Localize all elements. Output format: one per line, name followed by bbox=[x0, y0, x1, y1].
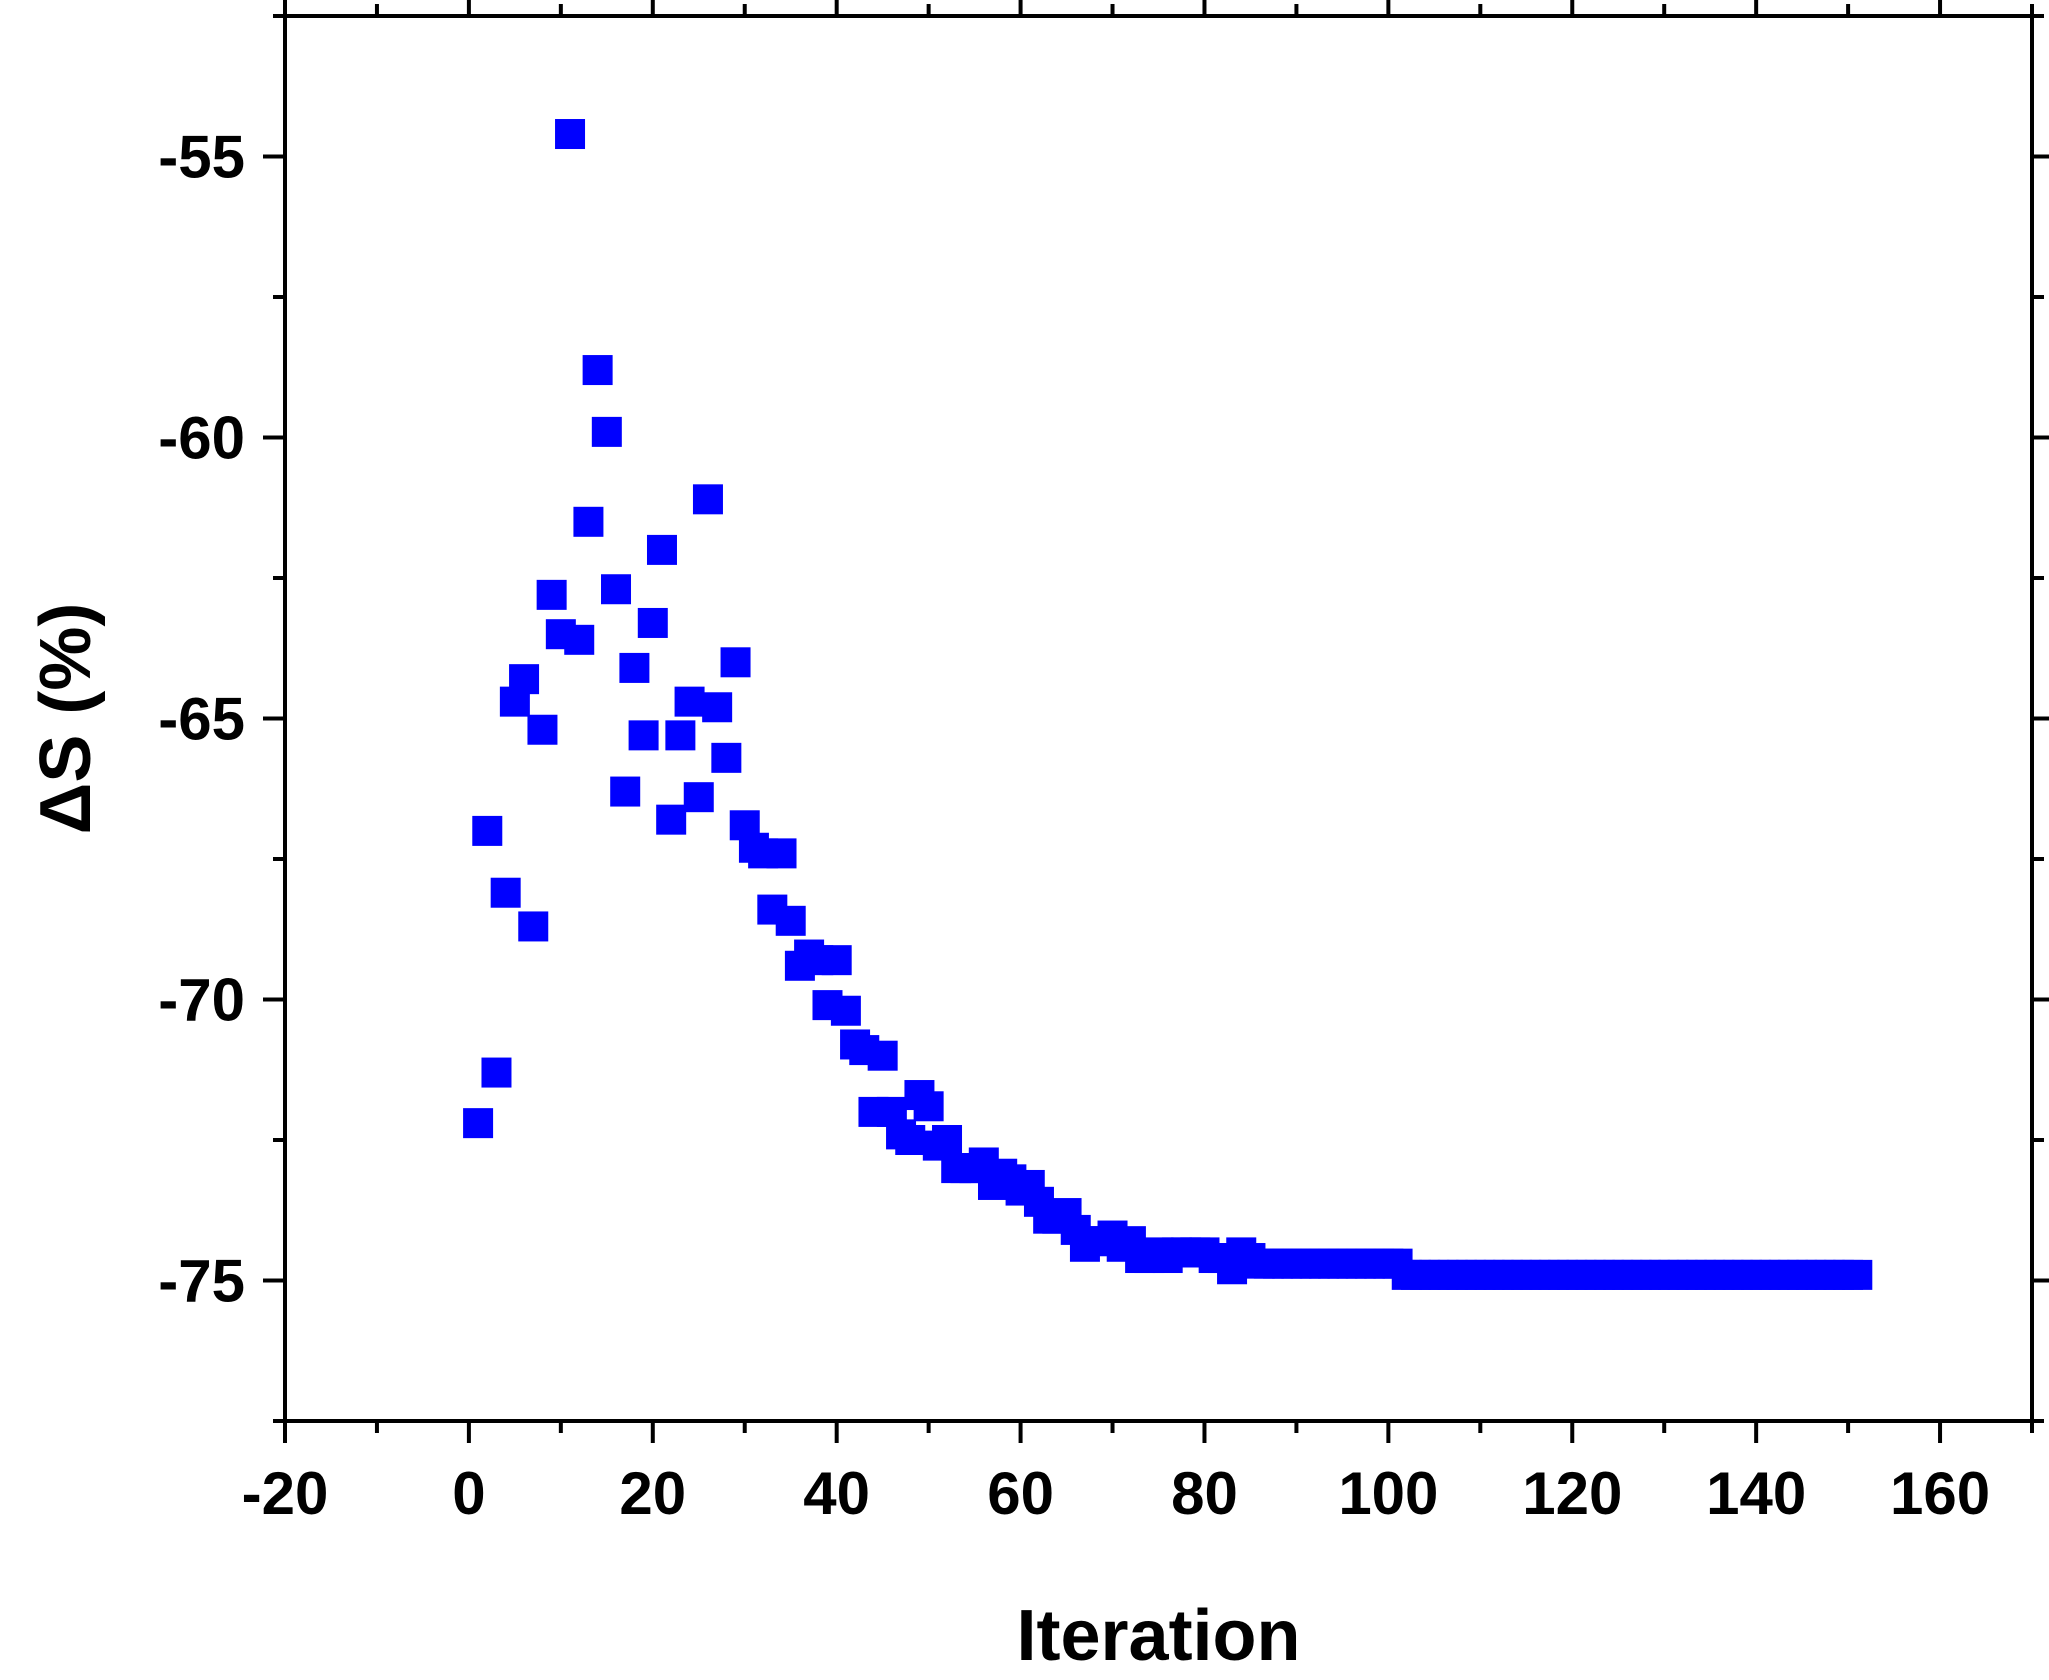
data-point bbox=[656, 804, 687, 835]
data-point bbox=[720, 647, 751, 678]
y-axis-title: ΔS (%) bbox=[26, 603, 106, 835]
data-point bbox=[490, 877, 521, 908]
x-tick-label: 100 bbox=[1338, 1460, 1438, 1527]
data-point bbox=[711, 742, 742, 773]
data-point bbox=[913, 1091, 944, 1122]
x-axis-title: Iteration bbox=[1016, 1596, 1300, 1676]
data-point bbox=[683, 782, 714, 813]
data-point bbox=[509, 664, 540, 695]
data-point bbox=[555, 119, 586, 150]
y-tick-label: -70 bbox=[158, 967, 245, 1034]
data-point bbox=[628, 720, 659, 751]
data-points bbox=[463, 119, 1873, 1290]
x-tick-label: 60 bbox=[987, 1460, 1054, 1527]
data-point bbox=[518, 911, 549, 942]
data-point bbox=[766, 838, 797, 869]
x-tick-label: 20 bbox=[619, 1460, 686, 1527]
data-point bbox=[472, 815, 503, 846]
data-point bbox=[573, 506, 604, 537]
data-point bbox=[564, 624, 595, 655]
y-tick-label: -75 bbox=[158, 1248, 245, 1315]
data-point bbox=[895, 1125, 926, 1155]
data-point bbox=[665, 720, 696, 751]
data-point bbox=[1842, 1259, 1873, 1290]
x-tick-label: 0 bbox=[452, 1460, 485, 1527]
x-tick-label: 120 bbox=[1522, 1460, 1622, 1527]
data-point bbox=[591, 416, 622, 447]
y-tick-label: -60 bbox=[158, 405, 245, 472]
x-tick-label: -20 bbox=[242, 1460, 329, 1527]
data-point bbox=[674, 686, 705, 717]
data-point bbox=[610, 776, 641, 807]
data-point bbox=[527, 714, 558, 745]
y-axis-ticks: -55 -60 -65 -70 -75 bbox=[158, 14, 2049, 1423]
data-point bbox=[692, 484, 723, 515]
data-point bbox=[775, 905, 806, 936]
x-tick-label: 40 bbox=[803, 1460, 870, 1527]
x-tick-label: 140 bbox=[1706, 1460, 1806, 1527]
data-point bbox=[619, 652, 650, 683]
data-point bbox=[582, 355, 613, 386]
data-point bbox=[536, 579, 567, 610]
data-point bbox=[601, 574, 632, 605]
data-point bbox=[637, 607, 668, 638]
data-point bbox=[646, 534, 677, 565]
x-tick-label: 80 bbox=[1171, 1460, 1238, 1527]
data-point bbox=[932, 1125, 963, 1155]
y-tick-label: -65 bbox=[158, 686, 245, 753]
data-point bbox=[702, 692, 733, 723]
x-axis-ticks: -20 0 20 40 60 80 100 120 140 160 bbox=[242, 0, 2034, 1527]
data-point bbox=[481, 1057, 512, 1088]
y-tick-label: -55 bbox=[158, 124, 245, 191]
data-point bbox=[821, 945, 852, 976]
data-point bbox=[867, 1040, 898, 1071]
data-point bbox=[463, 1108, 494, 1139]
data-point bbox=[830, 995, 861, 1026]
x-tick-label: 160 bbox=[1890, 1460, 1990, 1527]
